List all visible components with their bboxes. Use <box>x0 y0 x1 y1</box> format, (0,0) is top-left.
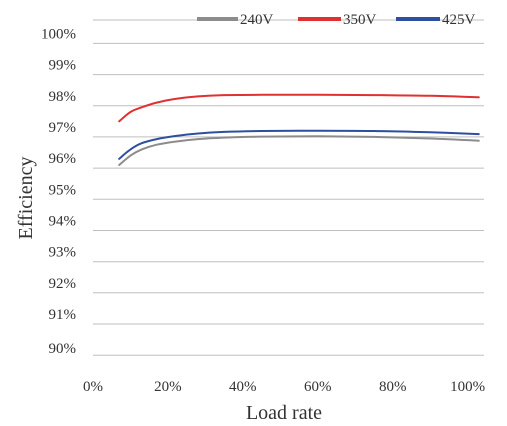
x-tick-label: 40% <box>229 379 257 395</box>
y-tick-label: 99% <box>49 58 77 74</box>
y-tick-label: 90% <box>49 341 77 357</box>
x-tick-label: 80% <box>379 379 407 395</box>
gridlines <box>93 19 484 356</box>
x-axis-title: Load rate <box>246 402 322 424</box>
x-axis-ticks: 0% 20% 40% 60% 80% 100% <box>83 379 485 395</box>
y-tick-label: 93% <box>49 245 77 261</box>
legend-label-350V: 350V <box>343 12 377 28</box>
y-tick-label: 92% <box>49 276 77 292</box>
y-tick-label: 96% <box>49 151 77 167</box>
y-tick-label: 91% <box>49 307 77 323</box>
x-tick-label: 100% <box>450 379 485 395</box>
x-tick-label: 0% <box>83 379 103 395</box>
legend: 240V 350V 425V <box>197 12 476 28</box>
series-lines <box>118 93 480 166</box>
x-tick-label: 20% <box>154 379 182 395</box>
x-tick-label: 60% <box>304 379 332 395</box>
series-line-350V <box>118 93 480 123</box>
series-line-425V <box>118 129 480 160</box>
legend-label-425V: 425V <box>442 12 476 28</box>
y-tick-label: 95% <box>49 182 77 198</box>
y-axis-title: Efficiency <box>15 157 37 240</box>
y-axis-ticks: 90% 91% 92% 93% 94% 95% 96% 97% 98% 99% 100% <box>41 26 76 357</box>
y-tick-label: 98% <box>49 89 77 105</box>
y-tick-label: 94% <box>49 214 77 230</box>
y-tick-label: 100% <box>41 26 76 42</box>
y-tick-label: 97% <box>49 120 77 136</box>
series-line-240V <box>118 135 480 166</box>
legend-label-240V: 240V <box>240 12 274 28</box>
